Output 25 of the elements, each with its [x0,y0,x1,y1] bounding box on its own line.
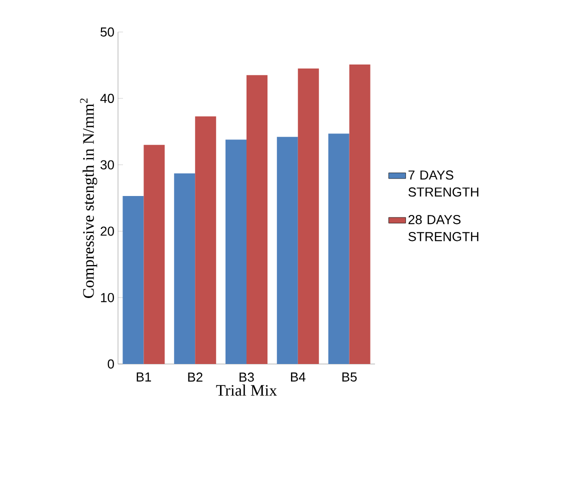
x-axis-title: Trial Mix [216,384,277,396]
y-tick-label: 0 [108,359,114,369]
y-tick-label: 40 [100,94,114,103]
x-tick-label: B5 [342,372,357,382]
bar [174,173,196,364]
x-tick-label: B3 [240,372,254,382]
bar [276,136,298,364]
bar [122,196,144,364]
bar [298,68,319,364]
legend-label: 28 DAYS STRENGTH [408,214,478,242]
legend-label: 7 DAYS STRENGTH [408,170,478,197]
x-tick-label: B4 [291,372,306,382]
x-tick-label: B1 [136,372,152,382]
bar [328,134,350,364]
y-axis-title: Compressive stength in N/mm$^{2}$ [80,98,98,298]
bar [226,140,246,364]
y-tick-label: 10 [101,292,114,302]
y-tick-label: 50 [100,27,114,37]
y-tick-label: 20 [100,226,114,236]
y-tick-label: 30 [100,160,114,170]
bar [195,116,216,364]
bar [246,75,268,364]
x-tick-label: B2 [188,372,202,382]
bar [144,144,165,364]
bar [349,64,370,364]
